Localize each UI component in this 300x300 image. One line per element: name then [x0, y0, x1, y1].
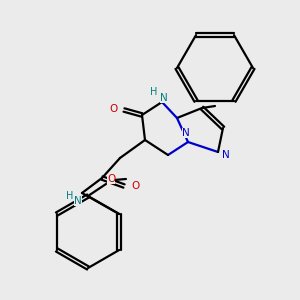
- Text: N: N: [160, 93, 168, 103]
- Text: O: O: [107, 174, 115, 184]
- Text: N: N: [222, 150, 230, 160]
- Text: O: O: [132, 181, 140, 191]
- Text: H: H: [66, 191, 74, 201]
- Text: H: H: [150, 87, 158, 97]
- Text: O: O: [110, 104, 118, 114]
- Text: N: N: [74, 196, 82, 206]
- Text: N: N: [182, 128, 190, 138]
